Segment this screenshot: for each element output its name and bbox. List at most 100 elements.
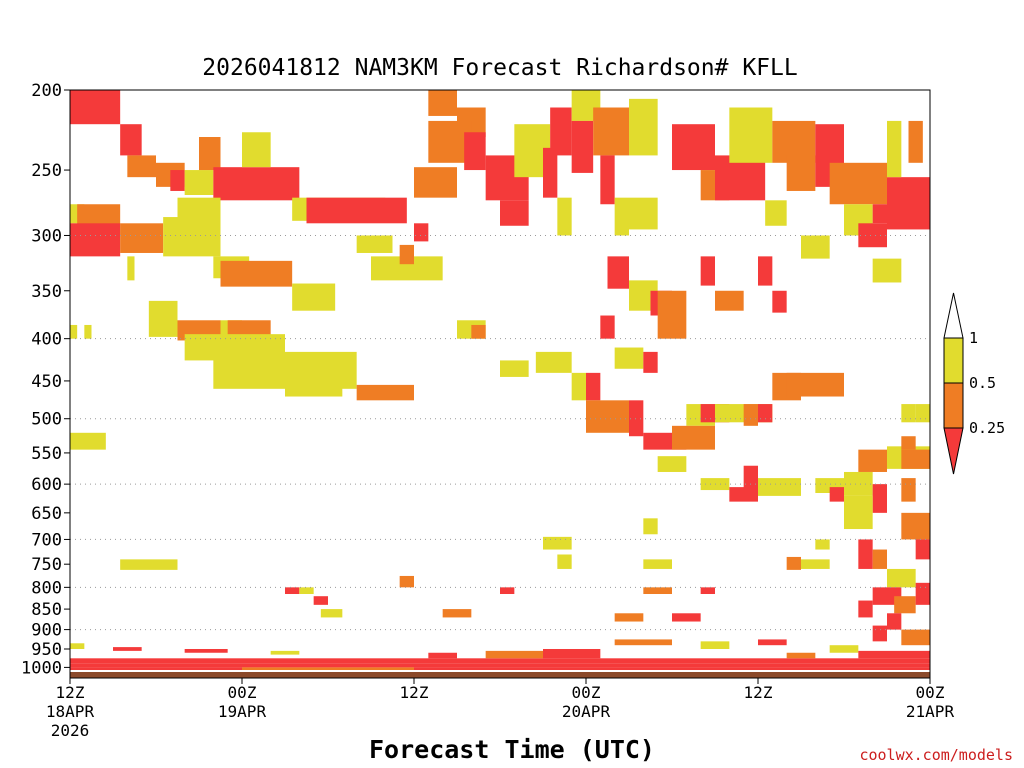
ri-cell-orange xyxy=(614,639,672,646)
ri-cell-red xyxy=(872,204,930,224)
ri-cell-yellow xyxy=(148,300,178,337)
credit-text: coolwx.com/models xyxy=(859,746,1013,764)
ri-cell-orange xyxy=(672,425,715,450)
y-tick-label: 200 xyxy=(31,81,62,101)
ri-cell-red xyxy=(170,170,185,191)
legend-level-label: 1 xyxy=(969,329,978,347)
y-tick-label: 750 xyxy=(31,555,62,575)
ri-cell-red xyxy=(285,587,300,595)
ri-cell-red xyxy=(70,663,930,668)
x-tick-label: 18APR xyxy=(46,702,95,721)
legend-level-label: 0.25 xyxy=(969,419,1005,437)
ri-cell-orange xyxy=(901,478,916,502)
y-tick-label: 250 xyxy=(31,161,62,181)
ri-cell-orange xyxy=(356,384,414,401)
ri-cell-red xyxy=(464,132,486,171)
ri-cell-orange xyxy=(657,290,687,339)
ri-cell-yellow xyxy=(356,235,393,253)
ri-cell-orange xyxy=(614,613,644,622)
x-tick-label: 20APR xyxy=(562,702,611,721)
legend-bin-red xyxy=(943,427,964,475)
ri-cell-orange xyxy=(858,449,887,472)
ri-cell-orange xyxy=(485,650,543,659)
ri-cell-red xyxy=(858,650,930,659)
ri-cell-orange xyxy=(786,556,801,570)
ground-fill xyxy=(70,670,930,678)
ri-cell-yellow xyxy=(84,324,92,339)
y-tick-label: 550 xyxy=(31,444,62,464)
y-tick-label: 400 xyxy=(31,330,62,350)
ri-cell-yellow xyxy=(371,256,443,281)
ri-cell-red xyxy=(571,120,594,173)
ri-cell-red xyxy=(772,290,787,313)
ri-cell-red xyxy=(70,667,242,671)
ri-cell-yellow xyxy=(844,495,873,530)
ri-cell-red xyxy=(543,147,558,198)
ri-cell-yellow xyxy=(729,107,773,163)
ri-cell-red xyxy=(758,404,773,423)
legend-colorbar: 1 0.5 0.25 xyxy=(943,292,1005,475)
y-tick-label: 900 xyxy=(31,621,62,641)
ri-cell-yellow xyxy=(70,643,85,649)
ri-cell-yellow xyxy=(571,372,586,401)
y-tick-label: 650 xyxy=(31,504,62,524)
ri-cell-red xyxy=(629,400,644,437)
ri-cell-red xyxy=(729,487,758,502)
ri-cell-orange xyxy=(428,90,457,116)
ri-cell-yellow xyxy=(801,235,830,259)
ri-cell-yellow xyxy=(70,432,106,450)
ri-cell-yellow xyxy=(120,559,178,570)
ri-cell-yellow xyxy=(872,258,902,283)
ri-cell-yellow xyxy=(815,539,830,550)
x-tick-label: 00Z xyxy=(572,683,601,702)
ri-cell-yellow xyxy=(629,98,658,156)
ri-cell-yellow xyxy=(299,587,314,595)
ri-cell-red xyxy=(414,667,930,671)
ri-cell-yellow xyxy=(543,536,572,550)
ri-cell-yellow xyxy=(70,324,78,339)
x-tick-label: 12Z xyxy=(400,683,429,702)
data-cells xyxy=(70,90,930,671)
y-tick-label: 950 xyxy=(31,640,62,660)
ri-cell-red xyxy=(700,256,715,286)
ri-cell-orange xyxy=(786,372,844,397)
ri-cell-orange xyxy=(829,162,887,205)
ri-cell-red xyxy=(500,200,529,226)
ri-cell-yellow xyxy=(184,170,214,195)
ri-cell-red xyxy=(70,658,930,664)
ri-cell-orange xyxy=(399,575,414,588)
ri-cell-red xyxy=(915,582,930,605)
ri-cell-yellow xyxy=(500,360,529,377)
ri-cell-yellow xyxy=(643,518,658,535)
ri-cell-orange xyxy=(399,244,414,265)
ri-cell-yellow xyxy=(801,559,830,569)
ri-cell-yellow xyxy=(535,351,572,373)
ri-cell-yellow xyxy=(270,650,300,655)
ri-cell-yellow xyxy=(700,641,730,649)
y-tick-label: 800 xyxy=(31,578,62,598)
x-tick-label: 00Z xyxy=(916,683,945,702)
ri-cell-orange xyxy=(643,587,672,595)
ri-cell-yellow xyxy=(557,554,572,569)
ri-cell-orange xyxy=(715,290,744,311)
ri-cell-red xyxy=(858,223,887,248)
y-tick-label: 850 xyxy=(31,600,62,620)
ri-cell-yellow xyxy=(177,197,221,224)
ri-cell-orange xyxy=(908,120,923,163)
ri-cell-orange xyxy=(872,549,887,569)
x-tick-label: 21APR xyxy=(906,702,955,721)
ri-cell-red xyxy=(313,596,328,605)
ri-cell-red xyxy=(184,648,228,653)
y-tick-label: 300 xyxy=(31,226,62,246)
ri-cell-orange xyxy=(901,436,916,450)
ri-cell-yellow xyxy=(614,347,644,369)
y-tick-label: 700 xyxy=(31,530,62,550)
ri-cell-yellow xyxy=(242,132,271,168)
legend-bin-yellow xyxy=(943,337,964,384)
ri-cell-red xyxy=(643,351,658,373)
ground-layer xyxy=(70,669,930,678)
y-tick-label: 350 xyxy=(31,282,62,302)
ri-cell-orange xyxy=(593,107,629,156)
y-tick-label: 1000 xyxy=(21,658,62,678)
